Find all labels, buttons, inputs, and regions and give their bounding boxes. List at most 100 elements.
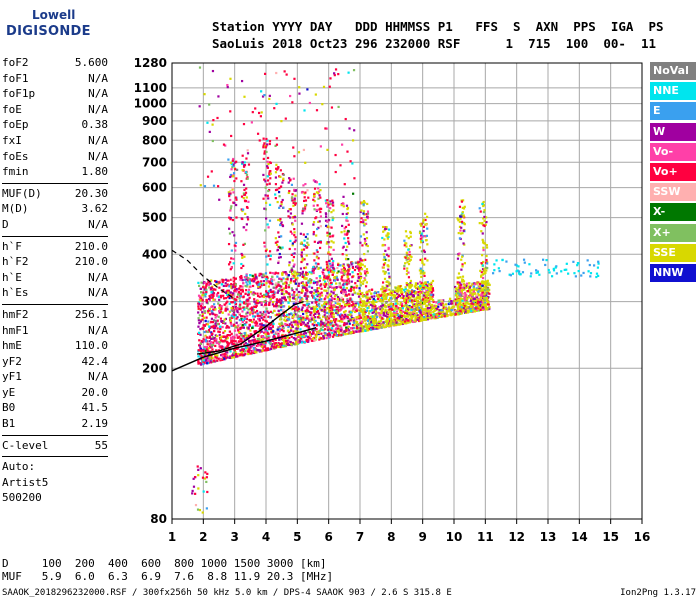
echo-point — [207, 320, 210, 323]
echo-point — [398, 317, 401, 320]
echo-point — [430, 291, 433, 294]
echo-point — [427, 293, 430, 296]
echo-point — [348, 267, 351, 271]
echo-point — [363, 294, 367, 298]
echo-point — [359, 303, 362, 306]
echo-point — [241, 288, 244, 291]
echo-point — [388, 303, 391, 306]
echo-point — [472, 297, 475, 301]
echo-point — [214, 308, 217, 311]
echo-point — [426, 306, 429, 310]
echo-point — [352, 321, 356, 324]
echo-point — [409, 308, 412, 311]
echo-point — [269, 300, 272, 303]
echo-point — [319, 327, 323, 330]
echo-point — [389, 314, 392, 318]
echo-point — [313, 280, 316, 283]
echo-point — [276, 344, 279, 348]
echo-point — [324, 332, 327, 335]
echo-point — [482, 304, 485, 308]
echo-point — [257, 317, 260, 320]
echo-point — [294, 302, 298, 305]
echo-point — [360, 307, 363, 311]
echo-point — [429, 295, 432, 298]
echo-point — [311, 323, 314, 326]
echo-point — [271, 311, 274, 314]
echo-point — [239, 292, 243, 295]
echo-point — [280, 285, 283, 288]
echo-point — [385, 311, 389, 314]
echo-point — [317, 322, 320, 325]
echo-point — [320, 283, 323, 286]
x-tick-label: 6 — [324, 530, 332, 544]
echo-point — [232, 336, 235, 339]
echo-point — [244, 302, 247, 305]
echo-point — [335, 311, 338, 315]
echo-point — [324, 311, 327, 315]
echo-point — [354, 322, 357, 325]
echo-point — [207, 309, 210, 313]
echo-point — [358, 289, 361, 293]
echo-point — [350, 261, 353, 264]
echo-point — [323, 308, 326, 311]
param-row: C-level 55 — [2, 439, 108, 455]
echo-point — [371, 327, 375, 330]
echo-point — [270, 290, 273, 294]
param-name: hmE — [2, 339, 22, 353]
echo-point — [442, 306, 446, 309]
echo-point — [334, 319, 337, 322]
echo-point — [482, 306, 485, 309]
echo-point — [364, 329, 367, 332]
echo-point — [376, 294, 379, 297]
echo-point — [273, 342, 276, 345]
echo-point — [245, 312, 248, 315]
echo-point — [247, 350, 250, 353]
echo-point — [375, 315, 379, 319]
param-separator — [2, 434, 108, 436]
echo-point — [268, 296, 271, 299]
echo-point — [275, 306, 278, 309]
echo-point — [394, 307, 397, 310]
echo-point — [383, 312, 386, 316]
echo-point — [379, 316, 382, 319]
echo-point — [197, 284, 201, 287]
echo-point — [324, 324, 327, 327]
echo-point — [197, 325, 200, 328]
echo-point — [472, 296, 475, 299]
echo-point — [289, 279, 293, 282]
echo-point — [430, 297, 433, 300]
echo-point — [267, 315, 270, 318]
echo-point — [261, 345, 264, 348]
echo-point — [381, 323, 384, 327]
echo-point — [305, 281, 308, 284]
echo-point — [290, 321, 293, 324]
echo-point — [399, 284, 403, 288]
echo-point — [266, 279, 269, 283]
echo-point — [309, 337, 313, 341]
echo-point — [294, 271, 297, 274]
echo-point — [410, 308, 413, 311]
echo-point — [234, 305, 237, 308]
echo-point — [405, 318, 408, 321]
echo-point — [337, 297, 341, 301]
echo-point — [370, 292, 373, 295]
echo-point — [387, 322, 390, 325]
echo-point — [226, 351, 229, 354]
echo-point — [302, 282, 305, 285]
echo-point — [432, 289, 435, 292]
echo-point — [372, 297, 375, 301]
echo-point — [476, 304, 479, 307]
echo-point — [430, 293, 433, 297]
echo-point — [455, 298, 458, 301]
echo-point — [228, 285, 231, 288]
echo-point — [203, 324, 207, 327]
echo-point — [426, 304, 429, 307]
echo-point — [226, 305, 229, 308]
echo-point — [334, 330, 337, 334]
param-row: yE 20.0 — [2, 386, 108, 402]
echo-point — [397, 318, 400, 322]
echo-point — [347, 264, 350, 267]
echo-point — [481, 297, 484, 300]
echo-point — [260, 322, 263, 325]
echo-point — [334, 277, 337, 280]
